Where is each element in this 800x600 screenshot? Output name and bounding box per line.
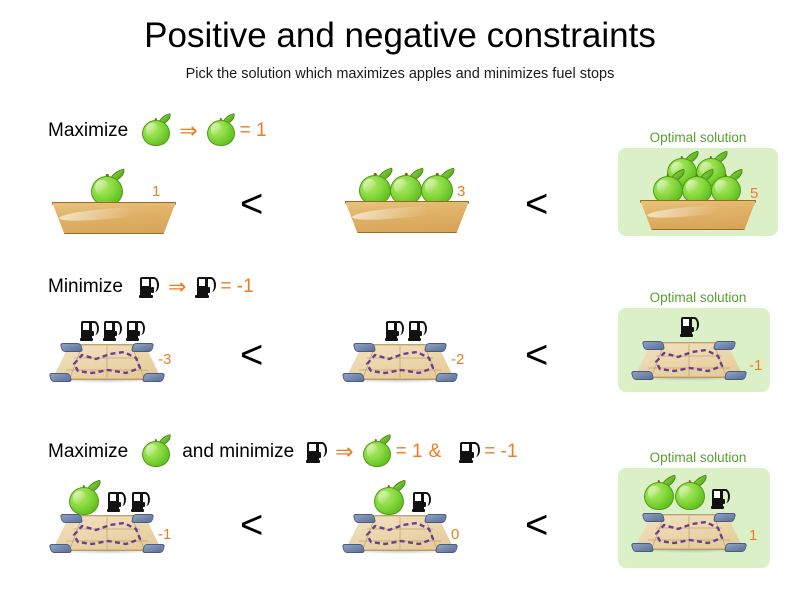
apple-icon [91,168,127,206]
apple-icon [421,167,457,205]
fuel-pump-icon [131,491,151,512]
fuel-pump-icon [408,320,428,341]
bowl-icon [345,201,469,233]
implies-arrow-icon: ⇒ [335,439,354,464]
fuel-pump-icon [412,491,432,512]
solution-bowl-3-apples[interactable] [345,167,485,238]
fuel-pump-icon [103,320,123,341]
apple-icon [206,113,238,146]
legend-prefix: Minimize [48,276,123,297]
legend-conjunction: & [428,441,442,462]
solution-bowl-5-apples [640,151,760,232]
comparator-less-than: < [240,182,264,226]
solution-map-2-apples-1-pump [630,475,754,558]
solution-value: -2 [451,351,465,368]
apple-icon [69,480,103,515]
map-icon [48,342,166,384]
legend-result-value: = -1 [220,276,254,297]
optimal-solution-label: Optimal solution [649,290,747,305]
apple-icon [644,475,678,510]
map-icon [630,340,748,382]
solution-value: -1 [749,357,763,374]
solution-value: -1 [158,526,172,543]
map-icon [341,513,459,555]
fuel-pump-icon [126,320,146,341]
apple-icon [142,434,174,467]
apple-icon [675,475,709,510]
legend-prefix: Maximize [48,441,129,462]
solution-map-2-pumps[interactable] [341,320,485,384]
legend-result-value: = 1 [395,441,423,462]
optimal-solution-box[interactable]: 1 [618,468,770,568]
optimal-solution-label: Optimal solution [649,450,747,465]
solution-map-1-pump [630,316,748,382]
solution-value: 0 [451,526,460,543]
legend-middle-text: and minimize [182,441,295,462]
page-subtitle: Pick the solution which maximizes apples… [185,66,615,82]
fuel-pump-icon [711,488,731,509]
map-icon [341,342,459,384]
map-route-icon [648,515,730,549]
solution-map-3-pumps[interactable] [48,320,192,384]
fuel-pump-icon [680,316,700,337]
solution-map-1-apple-1-pump[interactable] [341,480,490,555]
optimal-solution-label: Optimal solution [649,130,747,145]
legend-prefix: Maximize [48,120,129,141]
comparator-less-than: < [525,333,549,377]
apple-icon [653,169,687,204]
fuel-pump-icon [459,441,480,463]
optimal-solution-box[interactable]: 5 [618,148,778,236]
legend-result-value: = 1 [239,120,267,141]
apple-icon [711,169,745,204]
fuel-pump-icon [80,320,100,341]
fuel-pump-icon [385,320,405,341]
legend-row-maximize-apples-minimize-fuel: Maximize and minimize ⇒ = 1 & = -1 [48,434,518,467]
legend-row-maximize-apples: Maximize ⇒ = 1 [48,113,267,146]
apple-icon [390,167,426,205]
solution-value: 1 [749,527,758,544]
optimal-solution-box[interactable]: -1 [618,308,770,392]
implies-arrow-icon: ⇒ [167,274,187,299]
fuel-pump-icon [138,276,160,298]
fuel-pump-icon [306,441,327,463]
implies-arrow-icon: ⇒ [179,118,198,143]
apple-icon [359,167,395,205]
fuel-pump-icon [195,276,216,298]
solution-bowl-1-apple[interactable] [52,168,182,237]
map-icon [48,513,166,555]
apple-icon [374,480,408,515]
legend-result-value-2: = -1 [484,441,518,462]
apple-icon [142,113,174,146]
fuel-pump-icon [107,491,127,512]
comparator-less-than: < [240,503,264,547]
apple-icon [362,434,394,467]
bowl-icon [640,200,756,230]
solution-value: 1 [152,183,161,200]
solution-value: 3 [457,183,466,200]
solution-map-1-apple-2-pumps[interactable] [48,480,197,555]
solution-value: 5 [750,185,759,202]
solution-value: -3 [158,351,172,368]
comparator-less-than: < [525,503,549,547]
comparator-less-than: < [525,182,549,226]
comparator-less-than: < [240,333,264,377]
bowl-icon [52,202,176,234]
legend-row-minimize-fuel: Minimize ⇒ = -1 [48,276,254,298]
page-title: Positive and negative constraints [144,16,656,55]
map-icon [630,512,748,554]
